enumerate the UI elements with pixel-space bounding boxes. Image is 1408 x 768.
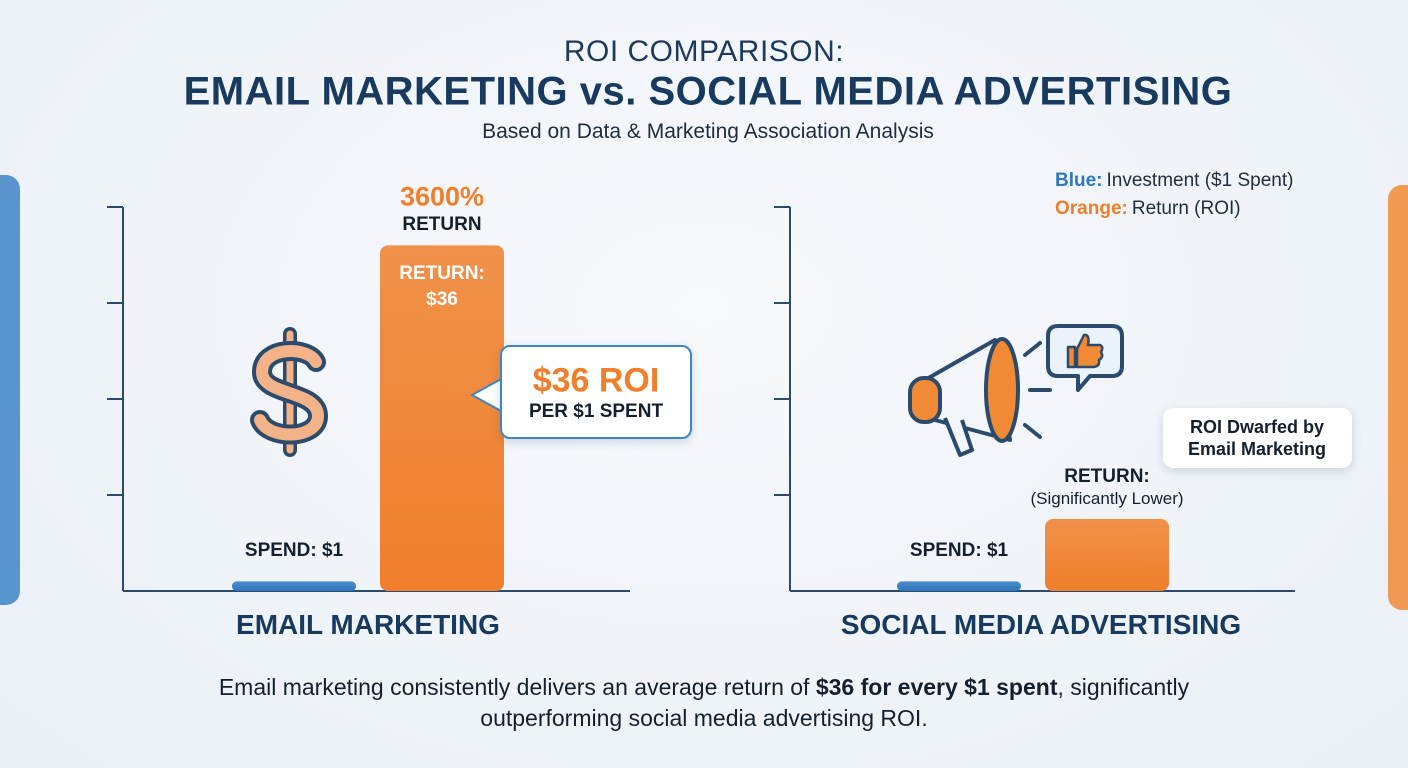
legend-key: Blue: [1055, 170, 1103, 191]
annotation: RETURN: [1064, 466, 1150, 487]
dollar-icon [250, 327, 329, 457]
legend-key: Orange: [1055, 198, 1128, 219]
legend-label: Investment ($1 Spent) [1106, 170, 1294, 191]
legend-item: Orange: Return (ROI) [1055, 198, 1241, 220]
subtitle: Based on Data & Marketing Association An… [482, 120, 934, 143]
bar [897, 581, 1021, 591]
footer-text: , significantly outperforming social med… [480, 674, 1190, 731]
footer-text: Email marketing consistently delivers an… [218, 674, 810, 700]
callout-text: PER $1 SPENT [528, 401, 664, 422]
annotation: RETURN [402, 214, 482, 236]
side-strip [0, 175, 20, 605]
callout-headline: $36 ROI [532, 361, 660, 400]
bar [380, 245, 504, 591]
side-strip [1388, 185, 1408, 610]
annotation: (Significantly Lower) [1030, 489, 1184, 508]
bar [1045, 519, 1169, 591]
callout [500, 345, 692, 439]
value-label: SPEND: $1 [909, 540, 1009, 562]
footer-emphasis: $36 for every $1 spent [815, 674, 1058, 700]
legend-label: Return (ROI) [1131, 198, 1241, 219]
value-label: SPEND: $1 [244, 540, 344, 562]
annotation: 3600% [399, 181, 485, 212]
chart-title: EMAIL MARKETING [236, 609, 500, 640]
chart-title: SOCIAL MEDIA ADVERTISING [840, 609, 1242, 640]
legend-item: Blue: Investment ($1 Spent) [1055, 170, 1293, 192]
megaphone-icon [908, 337, 1052, 457]
bar [232, 581, 356, 591]
callout [1163, 408, 1352, 468]
callout-text: ROI Dwarfed by Email Marketing [1187, 417, 1327, 459]
footer: Email marketing consistently delivers an… [204, 672, 1204, 734]
value-label: RETURN: $36 [399, 263, 485, 311]
like-bubble-icon [1046, 324, 1124, 392]
kicker: ROI COMPARISON: [563, 35, 845, 68]
title: EMAIL MARKETING vs. SOCIAL MEDIA ADVERTI… [183, 69, 1233, 114]
